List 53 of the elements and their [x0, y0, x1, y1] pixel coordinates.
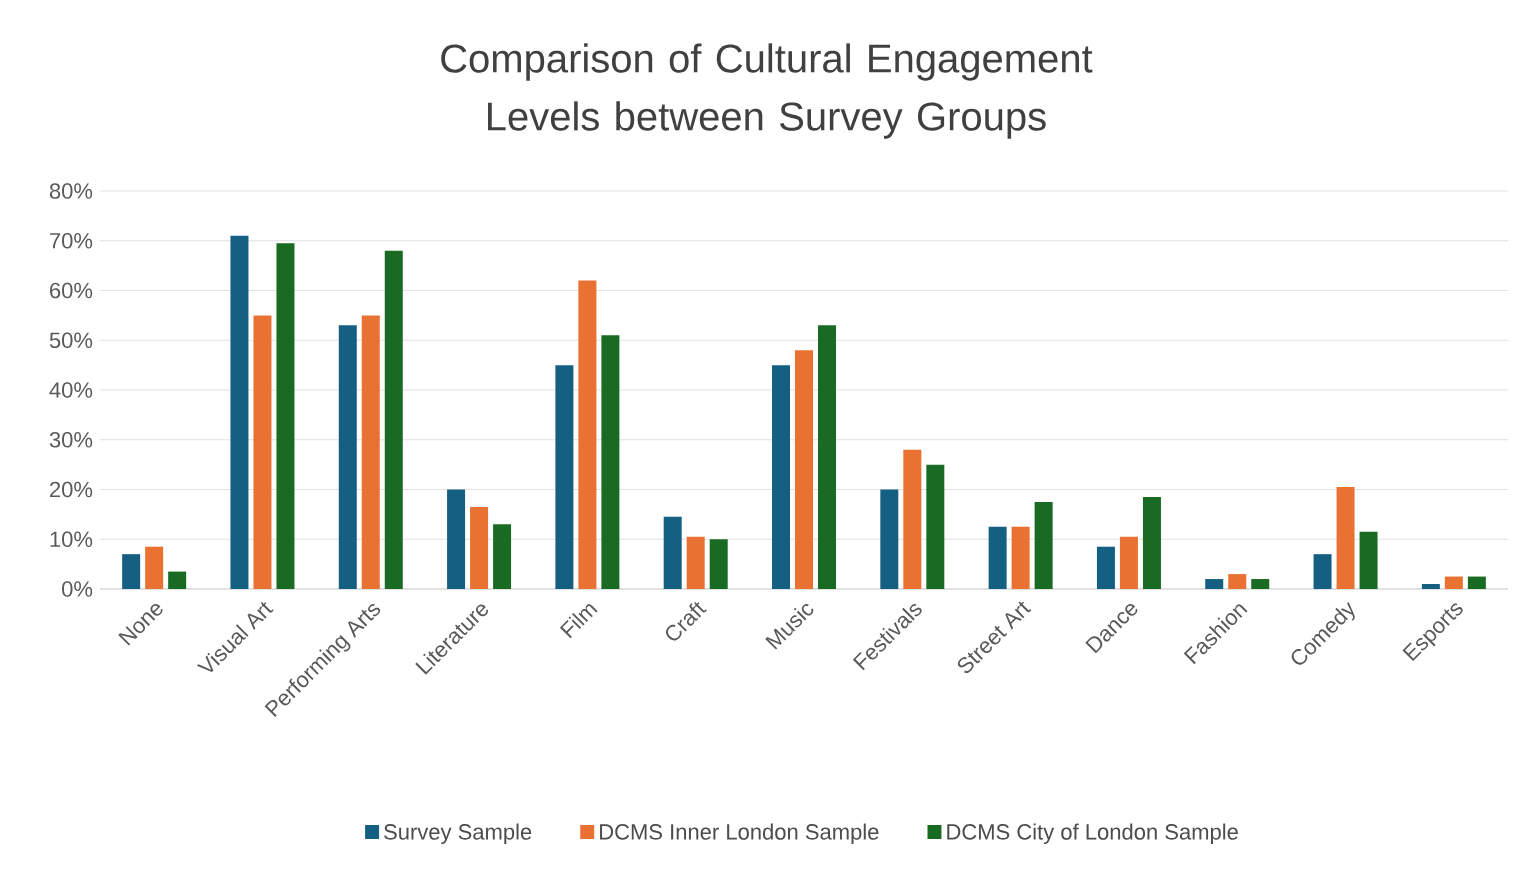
legend-label: Survey Sample [384, 823, 532, 845]
bar [903, 449, 922, 589]
bar [338, 325, 357, 589]
bar [1336, 487, 1355, 589]
y-tick-label: 50% [49, 332, 93, 349]
y-tick-label: 10% [50, 531, 93, 548]
bar [1359, 531, 1378, 589]
bar [663, 516, 682, 589]
bar [384, 250, 403, 589]
bar [772, 365, 791, 589]
bar [1313, 554, 1332, 589]
bar [1142, 496, 1161, 589]
bar [1205, 579, 1224, 589]
bar [230, 235, 249, 589]
y-tick-label: 70% [50, 232, 93, 249]
bar [447, 489, 466, 589]
y-tick-label: 30% [49, 431, 93, 448]
chart-title: Comparison of Cultural Engagement Levels between Survey Groups [441, 43, 1093, 139]
bar [818, 325, 837, 589]
y-tick-label: 20% [50, 481, 93, 498]
y-tick-label: 60% [50, 282, 93, 299]
bar [145, 546, 164, 589]
bar [1034, 501, 1053, 589]
bar [276, 243, 295, 589]
bar [686, 536, 705, 589]
bar [1444, 576, 1463, 589]
bar [795, 350, 814, 589]
bar [555, 365, 574, 589]
bar [1011, 526, 1030, 589]
y-tick-label: 0% [62, 581, 93, 597]
legend-label: DCMS City of London Sample [947, 823, 1238, 845]
bar [988, 526, 1007, 589]
y-tick-label: 40% [49, 382, 93, 398]
bar [470, 506, 489, 589]
bar [253, 315, 272, 589]
bar [1467, 576, 1486, 589]
bar [122, 554, 141, 589]
bar [926, 464, 945, 589]
bar [1119, 536, 1138, 589]
bar [709, 539, 728, 589]
bar [361, 315, 380, 589]
legend-label: DCMS Inner London Sample [600, 823, 879, 845]
bar [493, 524, 512, 589]
bar [1096, 546, 1115, 589]
bar [1228, 574, 1247, 589]
x-tick-label: Film [559, 604, 598, 639]
bar [601, 335, 620, 589]
bar [168, 571, 187, 589]
bar [1421, 584, 1440, 589]
bar [1251, 579, 1270, 589]
bar [880, 489, 899, 589]
bar [578, 280, 597, 589]
y-tick-label: 80% [49, 183, 93, 199]
